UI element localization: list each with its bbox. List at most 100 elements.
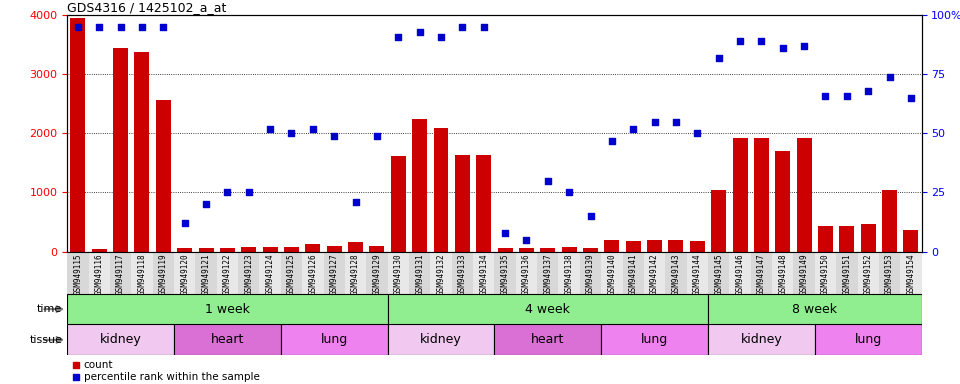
Point	[70, 24, 85, 30]
Text: GSM949135: GSM949135	[500, 254, 510, 295]
Point	[839, 93, 854, 99]
Text: GSM949117: GSM949117	[116, 254, 125, 295]
Bar	[815, 252, 836, 294]
Bar	[665, 252, 686, 294]
Legend: count, percentile rank within the sample: count, percentile rank within the sample	[72, 361, 260, 382]
Point	[797, 43, 812, 49]
Point	[433, 33, 448, 40]
Text: GDS4316 / 1425102_a_at: GDS4316 / 1425102_a_at	[67, 1, 227, 14]
Text: GSM949154: GSM949154	[906, 254, 916, 295]
Bar	[199, 248, 213, 252]
Text: GSM949129: GSM949129	[372, 254, 381, 295]
Text: GSM949141: GSM949141	[629, 254, 637, 295]
Bar	[751, 252, 772, 294]
Point	[476, 24, 492, 30]
Text: 1 week: 1 week	[205, 303, 250, 316]
Bar	[601, 324, 708, 355]
Bar	[241, 247, 256, 252]
Bar	[70, 18, 85, 252]
Text: GSM949143: GSM949143	[671, 254, 681, 295]
Bar	[647, 240, 662, 252]
Point	[348, 199, 363, 205]
Point	[326, 133, 342, 139]
Point	[903, 95, 919, 101]
Text: GSM949147: GSM949147	[756, 254, 766, 295]
Bar	[562, 247, 577, 252]
Bar	[305, 245, 321, 252]
Bar	[284, 247, 299, 252]
Bar	[708, 294, 922, 324]
Bar	[280, 252, 302, 294]
Bar	[302, 252, 324, 294]
Bar	[156, 100, 171, 252]
Text: GSM949146: GSM949146	[735, 254, 745, 295]
Text: GSM949124: GSM949124	[266, 254, 275, 295]
Text: heart: heart	[531, 333, 564, 346]
Bar	[772, 252, 793, 294]
Text: tissue: tissue	[30, 335, 62, 345]
Point	[220, 189, 235, 195]
Text: GSM949137: GSM949137	[543, 254, 552, 295]
Point	[518, 237, 534, 243]
Bar	[174, 324, 280, 355]
Point	[754, 38, 769, 45]
Text: GSM949149: GSM949149	[800, 254, 808, 295]
Bar	[839, 226, 854, 252]
Bar	[113, 48, 128, 252]
Text: GSM949115: GSM949115	[73, 254, 83, 295]
Bar	[519, 248, 534, 252]
Point	[647, 119, 662, 125]
Text: heart: heart	[210, 333, 244, 346]
Point	[262, 126, 277, 132]
Bar	[711, 190, 726, 252]
Text: GSM949153: GSM949153	[885, 254, 894, 295]
Point	[370, 133, 385, 139]
Bar	[732, 138, 748, 252]
Bar	[217, 252, 238, 294]
Bar	[92, 248, 107, 252]
Point	[305, 126, 321, 132]
Text: 4 week: 4 week	[525, 303, 570, 316]
Text: GSM949148: GSM949148	[779, 254, 787, 295]
Bar	[388, 294, 708, 324]
Text: GSM949142: GSM949142	[650, 254, 660, 295]
Bar	[67, 252, 88, 294]
Bar	[754, 138, 769, 252]
Bar	[516, 252, 538, 294]
Text: GSM949151: GSM949151	[842, 254, 852, 295]
Text: GSM949132: GSM949132	[437, 254, 445, 295]
Bar	[412, 119, 427, 252]
Text: GSM949133: GSM949133	[458, 254, 467, 295]
Bar	[776, 151, 790, 252]
Bar	[494, 324, 601, 355]
Bar	[540, 248, 555, 252]
Point	[562, 189, 577, 195]
Bar	[473, 252, 494, 294]
Bar	[220, 248, 235, 252]
Point	[241, 189, 256, 195]
Bar	[668, 240, 684, 252]
Bar	[497, 248, 513, 252]
Bar	[109, 252, 132, 294]
Bar	[601, 252, 622, 294]
Point	[540, 178, 556, 184]
Bar	[67, 294, 388, 324]
Bar	[857, 252, 879, 294]
Text: GSM949116: GSM949116	[95, 254, 104, 295]
Bar	[196, 252, 217, 294]
Bar	[686, 252, 708, 294]
Text: lung: lung	[641, 333, 668, 346]
Point	[113, 24, 129, 30]
Text: GSM949138: GSM949138	[564, 254, 574, 295]
Bar	[818, 225, 833, 252]
Text: 8 week: 8 week	[792, 303, 837, 316]
Text: GSM949120: GSM949120	[180, 254, 189, 295]
Text: GSM949121: GSM949121	[202, 254, 210, 295]
Point	[199, 201, 214, 207]
Point	[91, 24, 107, 30]
Bar	[326, 246, 342, 252]
Bar	[88, 252, 109, 294]
Text: GSM949127: GSM949127	[329, 254, 339, 295]
Bar	[690, 241, 705, 252]
Bar	[882, 190, 897, 252]
